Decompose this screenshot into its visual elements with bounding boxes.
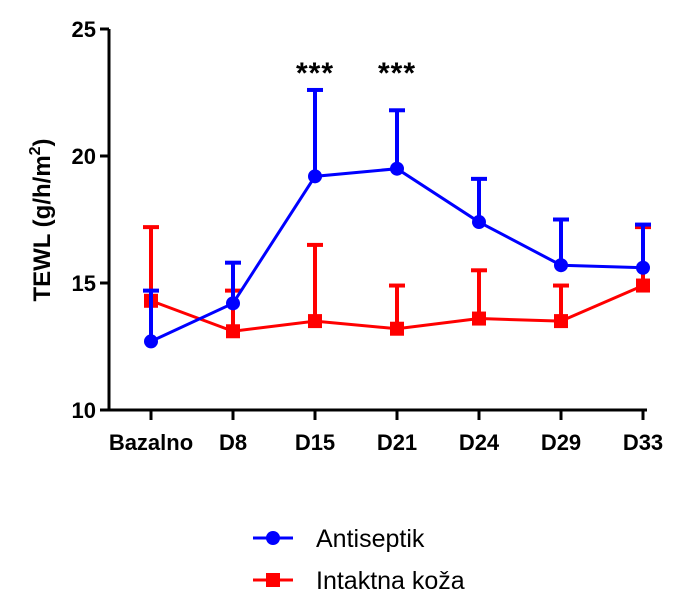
- legend-item-antiseptik: Antiseptik: [253, 525, 425, 553]
- y-axis-title-close: ): [29, 138, 56, 146]
- legend-label: Intaktna koža: [316, 567, 465, 594]
- data-point: [226, 324, 240, 339]
- data-point: [472, 215, 486, 230]
- y-tick-label: 20: [72, 144, 96, 169]
- data-point: [636, 260, 650, 275]
- x-tick-label: D21: [377, 430, 417, 455]
- data-point: [390, 321, 404, 336]
- data-point: [390, 161, 404, 176]
- x-tick-label: D15: [295, 430, 335, 455]
- y-axis: 10 15 20 25: [72, 17, 111, 423]
- significance-annotation: ***: [296, 57, 334, 90]
- legend-marker: [266, 531, 280, 545]
- data-point: [472, 311, 486, 326]
- data-point: [554, 314, 568, 329]
- y-axis-title-superscript: 2: [27, 146, 44, 155]
- legend-marker: [266, 573, 280, 587]
- series-intaktna-koza: [143, 225, 651, 339]
- x-axis: Bazalno D8 D15 D21 D24 D29 D33: [107, 408, 663, 455]
- data-point: [226, 296, 240, 311]
- y-tick-label: 15: [72, 271, 96, 296]
- x-tick-label: D29: [541, 430, 581, 455]
- legend-label: Antiseptik: [316, 525, 425, 553]
- y-tick-label: 10: [72, 398, 96, 423]
- y-axis-title: TEWL (g/h/m2): [27, 138, 56, 301]
- data-point: [554, 258, 568, 273]
- legend: Antiseptik Intaktna koža: [253, 525, 465, 594]
- data-point: [308, 169, 322, 184]
- x-tick-label: D8: [219, 430, 247, 455]
- x-tick-label: Bazalno: [109, 430, 193, 455]
- x-tick-label: D33: [623, 430, 663, 455]
- data-point: [144, 334, 158, 349]
- data-point: [636, 278, 650, 293]
- legend-item-intaktna-koza: Intaktna koža: [253, 567, 465, 594]
- y-axis-title-main: TEWL (g/h/m: [29, 155, 56, 301]
- data-point: [308, 314, 322, 329]
- significance-annotation: ***: [378, 57, 416, 90]
- y-tick-label: 25: [72, 17, 96, 42]
- annotation-layer: *** ***: [296, 57, 416, 90]
- series-antiseptik: [143, 87, 651, 349]
- series-layer: [143, 87, 651, 349]
- x-tick-label: D24: [459, 430, 500, 455]
